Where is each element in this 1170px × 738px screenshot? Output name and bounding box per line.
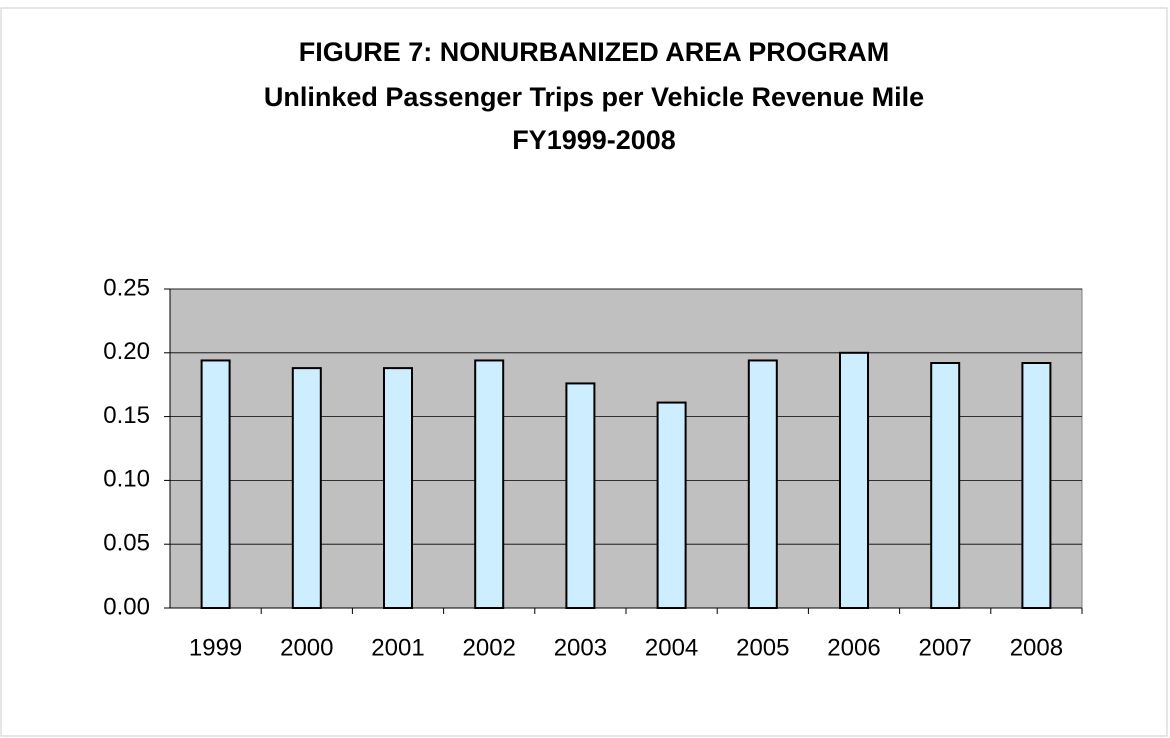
x-tick-label: 1999 <box>189 634 242 661</box>
bar <box>656 401 687 609</box>
y-tick-label: 0.20 <box>103 338 150 365</box>
chart-subtitle: FY1999-2008 <box>512 125 676 155</box>
bar <box>474 359 505 609</box>
x-tick-label: 2008 <box>1010 634 1063 661</box>
y-tick-label: 0.15 <box>103 402 150 429</box>
plot-area <box>169 288 1083 609</box>
chart-subtitle: Unlinked Passenger Trips per Vehicle Rev… <box>264 82 924 112</box>
x-tick-label: 2003 <box>554 634 607 661</box>
bar <box>839 351 869 609</box>
x-tick-label: 2007 <box>919 634 972 661</box>
y-tick-label: 0.10 <box>103 466 150 493</box>
bar <box>383 367 413 609</box>
bar <box>747 359 778 609</box>
x-tick-label: 2000 <box>280 634 333 661</box>
bar <box>200 359 231 609</box>
x-tick-label: 2006 <box>827 634 880 661</box>
bar <box>930 362 961 609</box>
bar <box>1021 362 1052 609</box>
x-tick-label: 2004 <box>645 634 698 661</box>
y-tick-label: 0.05 <box>103 530 150 557</box>
y-tick-label: 0.25 <box>103 274 150 301</box>
bar <box>565 382 596 610</box>
x-tick-label: 2002 <box>463 634 516 661</box>
y-tick-label: 0.00 <box>103 593 150 620</box>
x-tick-label: 2001 <box>371 634 424 661</box>
chart-title: FIGURE 7: NONURBANIZED AREA PROGRAM <box>299 37 890 67</box>
x-tick-label: 2005 <box>736 634 789 661</box>
bar <box>291 367 322 609</box>
